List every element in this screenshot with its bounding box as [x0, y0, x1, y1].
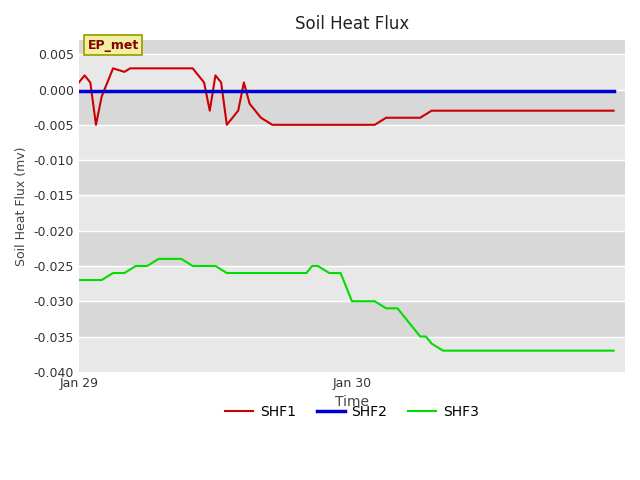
SHF1 [132, 65, 140, 71]
Bar [79, 125, 625, 160]
Y-axis label: Soil Heat Flux (mv): Soil Heat Flux (mv) [15, 146, 28, 266]
SHF3 [200, 263, 208, 269]
Text: EP_met: EP_met [88, 38, 139, 51]
SHF3 [564, 348, 572, 354]
Legend: SHF1, SHF2, SHF3: SHF1, SHF2, SHF3 [220, 399, 484, 425]
SHF1 [177, 65, 185, 71]
Bar [79, 266, 625, 301]
Line: SHF3: SHF3 [79, 259, 614, 351]
SHF3 [610, 348, 618, 354]
SHF3 [439, 348, 447, 354]
SHF1 [564, 108, 572, 114]
Bar [79, 301, 625, 336]
SHF3 [75, 277, 83, 283]
SHF3 [308, 263, 316, 269]
Bar [79, 160, 625, 195]
SHF1 [109, 65, 117, 71]
Bar [79, 54, 625, 89]
Bar [79, 40, 625, 54]
SHF3 [234, 270, 242, 276]
SHF3 [598, 348, 606, 354]
SHF3 [143, 263, 151, 269]
Bar [79, 231, 625, 266]
Bar [79, 195, 625, 231]
Title: Soil Heat Flux: Soil Heat Flux [295, 15, 409, 33]
SHF1 [252, 108, 259, 114]
SHF1 [206, 108, 214, 114]
Bar [79, 336, 625, 372]
SHF1 [610, 108, 618, 114]
X-axis label: Time: Time [335, 395, 369, 409]
SHF1 [75, 80, 83, 85]
Bar [79, 89, 625, 125]
SHF1 [92, 122, 100, 128]
SHF1 [598, 108, 606, 114]
Line: SHF1: SHF1 [79, 68, 614, 125]
SHF3 [155, 256, 163, 262]
